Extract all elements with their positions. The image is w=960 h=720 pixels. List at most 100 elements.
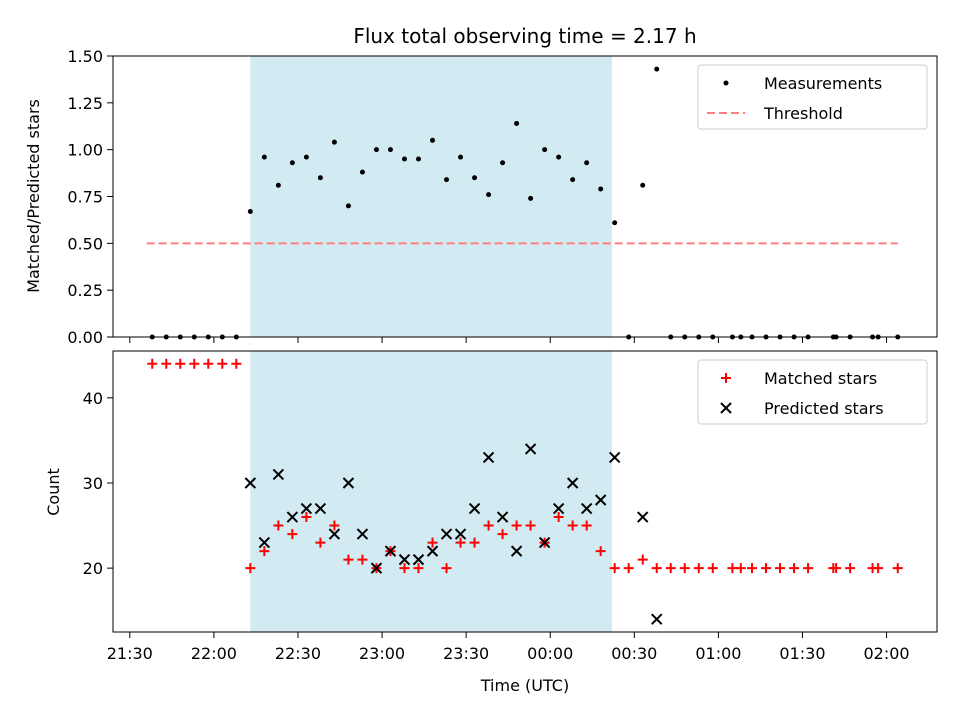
x-tick-label: 22:30 — [275, 644, 321, 663]
matched-stars-point — [329, 520, 340, 531]
measurement-point — [528, 195, 534, 201]
measurement-point — [640, 182, 646, 188]
matched-stars-point — [679, 563, 690, 574]
measurement-point — [612, 220, 618, 226]
measurement-point — [387, 147, 393, 153]
top-y-tick-label: 0.75 — [67, 188, 103, 207]
matched-stars-point — [245, 563, 256, 574]
predicted-stars-point — [580, 502, 593, 515]
matched-stars-point — [727, 563, 738, 574]
top-y-tick-label: 0.25 — [67, 281, 103, 300]
predicted-stars-point — [258, 536, 271, 549]
matched-stars-point — [845, 563, 856, 574]
measurement-point — [472, 175, 478, 181]
predicted-stars-point — [244, 477, 257, 489]
matched-stars-point — [427, 537, 438, 548]
legend-label: Predicted stars — [764, 399, 884, 418]
matched-stars-point — [273, 520, 284, 531]
top-observing-span — [250, 56, 612, 337]
matched-stars-point — [357, 554, 368, 565]
matched-stars-point — [595, 546, 606, 557]
top-y-tick-label: 0.00 — [67, 328, 103, 347]
legend-matched-swatch — [721, 373, 731, 383]
measurement-point — [275, 182, 281, 188]
matched-stars-point — [441, 563, 452, 574]
bottom-y-tick-label: 40 — [83, 389, 103, 408]
x-tick-label: 00:30 — [611, 644, 657, 663]
matched-stars-point — [803, 563, 814, 574]
matched-stars-point — [553, 512, 564, 523]
x-tick-label: 23:30 — [443, 644, 489, 663]
matched-stars-point — [707, 563, 718, 574]
measurement-point — [556, 154, 562, 160]
measurement-point — [514, 120, 520, 126]
measurement-point — [359, 169, 365, 175]
predicted-stars-point — [272, 468, 285, 481]
predicted-stars-point — [426, 545, 439, 557]
predicted-stars-point — [384, 545, 397, 557]
legend-label: Matched stars — [764, 369, 877, 388]
matched-stars-point — [567, 520, 578, 531]
measurement-point — [570, 177, 576, 183]
x-tick-label: 22:00 — [191, 644, 237, 663]
predicted-stars-point — [286, 511, 299, 523]
predicted-stars-point — [637, 511, 649, 523]
bottom-plot-frame — [112, 350, 938, 633]
predicted-stars-point — [454, 528, 467, 540]
predicted-stars-point — [566, 477, 579, 489]
x-tick-label: 23:00 — [359, 644, 405, 663]
matched-stars-point — [301, 512, 312, 523]
matched-stars-point — [623, 563, 634, 574]
matched-stars-point — [189, 358, 200, 369]
bottom-panel: 20 30 40 21:30 22:00 22:30 23:00 23:30 00:00 00:3… — [83, 350, 938, 663]
matched-stars-point — [217, 358, 228, 369]
predicted-stars-point — [651, 613, 663, 625]
x-tick-label: 02:00 — [863, 644, 909, 663]
top-plot-frame — [112, 55, 938, 338]
measurement-point — [331, 139, 337, 145]
matched-stars-point — [581, 520, 592, 531]
legend-label: Measurements — [764, 74, 882, 93]
matched-stars-point — [343, 554, 354, 565]
matched-stars-point — [399, 563, 410, 574]
predicted-stars-point — [328, 528, 341, 540]
matched-stars-point — [789, 563, 800, 574]
matched-stars-point — [413, 563, 424, 574]
matched-stars-point — [665, 563, 676, 574]
predicted-stars-point — [314, 502, 327, 515]
matched-stars-point — [483, 520, 494, 531]
top-y-tick-label: 1.50 — [67, 47, 103, 66]
matched-stars-point — [147, 358, 158, 369]
matched-stars-point — [637, 554, 648, 565]
predicted-stars-point — [440, 528, 453, 540]
matched-stars-point — [873, 563, 884, 574]
predicted-stars-point — [538, 536, 551, 549]
predicted-stars-point — [356, 528, 369, 540]
matched-stars-point — [511, 520, 522, 531]
bottom-legend — [697, 359, 928, 425]
top-y-axis-label: Matched/Predicted stars — [24, 99, 43, 293]
measurement-point — [261, 154, 267, 160]
predicted-stars-point — [370, 562, 383, 574]
measurement-point — [373, 147, 379, 153]
matched-stars-point — [161, 358, 172, 369]
legend-measurement-swatch — [723, 80, 729, 86]
predicted-stars-point — [342, 477, 355, 489]
matched-stars-point — [469, 537, 480, 548]
bottom-y-tick-label: 30 — [83, 474, 103, 493]
matched-stars-point — [203, 358, 214, 369]
measurement-point — [542, 147, 548, 153]
predicted-stars-point — [482, 451, 495, 464]
bottom-y-tick-label: 20 — [83, 559, 103, 578]
predicted-stars-point — [468, 502, 481, 515]
measurement-point — [598, 186, 604, 192]
predicted-stars-point — [510, 545, 523, 557]
measurement-point — [584, 160, 590, 166]
measurement-point — [317, 175, 323, 181]
measurement-point — [345, 203, 351, 209]
measurement-point — [415, 156, 421, 162]
measurement-point — [289, 160, 295, 166]
matched-stars-point — [775, 563, 786, 574]
predicted-stars-point — [552, 502, 565, 515]
